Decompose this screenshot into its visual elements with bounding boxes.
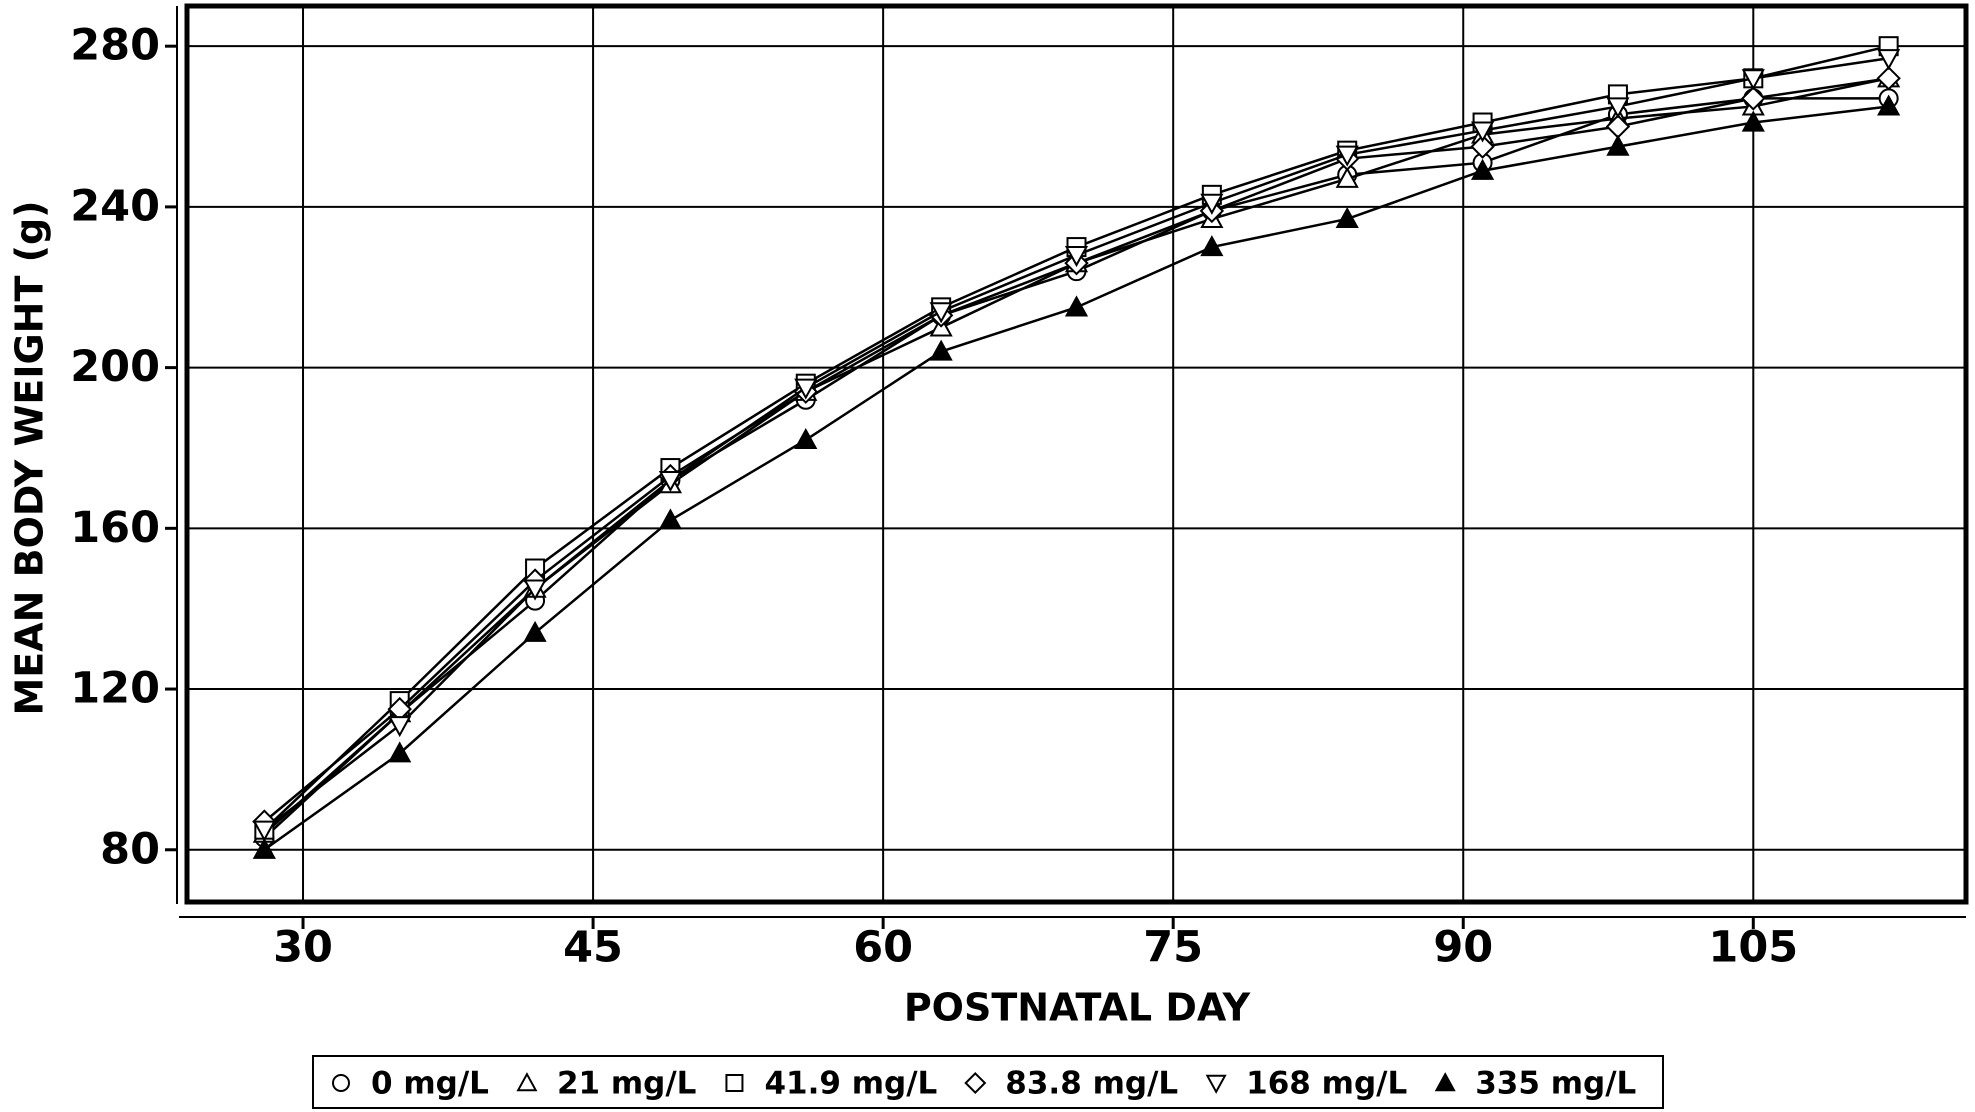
data-point: [1470, 158, 1495, 180]
x-tick-label: 45: [563, 923, 623, 973]
legend-label: 168 mg/L: [1246, 1066, 1407, 1102]
y-tick-label: 160: [70, 503, 160, 553]
data-point: [929, 302, 953, 324]
series-line: [263, 77, 1889, 835]
legend-box: [312, 1055, 1664, 1109]
data-point: [523, 579, 547, 601]
series-line: [263, 105, 1889, 851]
data-point: [929, 339, 953, 361]
legend-marker: [964, 1071, 987, 1095]
data-point: [1064, 295, 1089, 317]
data-point: [1741, 110, 1765, 132]
x-tick-label: 105: [1708, 923, 1798, 973]
plot-frame: [184, 3, 1969, 905]
legend-marker: [332, 1074, 350, 1092]
data-point: [658, 508, 683, 530]
data-point: [252, 837, 276, 859]
data-point: [1470, 134, 1495, 159]
data-point: [523, 620, 547, 642]
data-point: [1470, 121, 1495, 143]
data-point: [1335, 206, 1359, 229]
data-point: [1606, 134, 1630, 156]
legend-label: 83.8 mg/L: [1005, 1066, 1178, 1102]
legend-marker: [516, 1072, 538, 1092]
series-line: [263, 56, 1889, 831]
data-point: [1335, 145, 1359, 167]
x-tick-label: 60: [853, 923, 913, 973]
y-tick-label: 120: [70, 664, 160, 714]
data-point: [1200, 193, 1224, 215]
x-axis-label: POSTNATAL DAY: [904, 986, 1251, 1030]
legend-label: 41.9 mg/L: [764, 1066, 937, 1102]
y-tick-label: 240: [70, 181, 160, 231]
series-line: [263, 97, 1889, 839]
data-point: [1877, 94, 1901, 116]
data-point: [658, 471, 683, 493]
x-tick-label: 30: [273, 923, 333, 973]
data-point: [388, 716, 412, 738]
legend-marker: [1205, 1074, 1227, 1094]
legend-marker: [1434, 1072, 1456, 1092]
data-point: [1335, 166, 1359, 188]
data-point: [1200, 235, 1224, 257]
legend-label: 335 mg/L: [1475, 1066, 1636, 1102]
data-point: [1877, 49, 1901, 71]
data-point: [1064, 246, 1089, 268]
legend-label: 21 mg/L: [557, 1066, 697, 1102]
data-point: [794, 427, 818, 450]
data-point: [1606, 97, 1630, 119]
data-point: [1876, 66, 1901, 91]
legend-marker: [725, 1074, 744, 1092]
y-tick-label: 80: [100, 824, 160, 874]
x-tick-label: 90: [1433, 923, 1493, 973]
x-tick-label: 75: [1143, 923, 1203, 973]
series-line: [263, 77, 1889, 823]
data-point: [1741, 69, 1765, 91]
legend-label: 0 mg/L: [371, 1066, 489, 1102]
data-point: [1741, 86, 1766, 111]
data-point: [388, 741, 412, 763]
data-point: [794, 378, 818, 400]
y-axis-label: MEAN BODY WEIGHT (g): [8, 200, 52, 715]
y-tick-label: 280: [70, 21, 160, 71]
data-point: [252, 820, 276, 842]
y-tick-label: 200: [70, 342, 160, 392]
series-line: [263, 44, 1889, 831]
